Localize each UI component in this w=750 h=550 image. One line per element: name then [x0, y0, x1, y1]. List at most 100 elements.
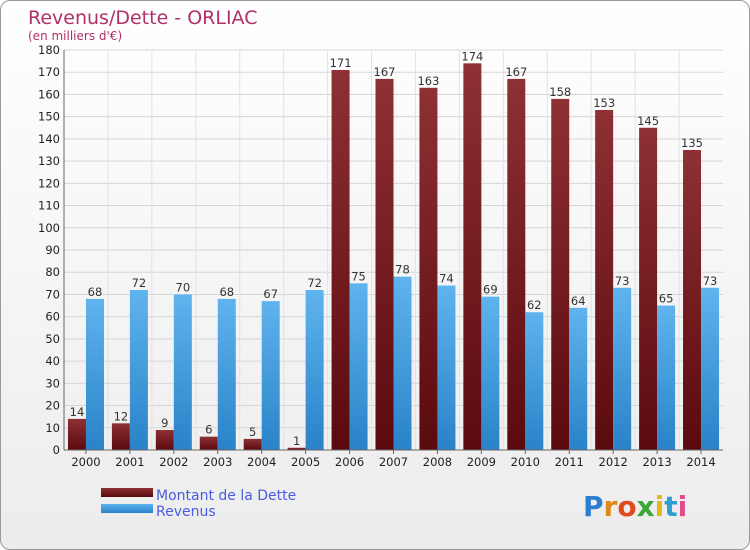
- data-label-debt: 135: [681, 136, 703, 150]
- y-tick-label: 120: [38, 176, 60, 190]
- legend-label-debt: Montant de la Dette: [156, 488, 296, 504]
- bar-revenus: [437, 285, 456, 450]
- y-tick-label: 150: [38, 110, 60, 124]
- bar-debt: [199, 436, 218, 450]
- data-label-debt: 158: [549, 85, 571, 99]
- data-label-debt: 167: [505, 65, 527, 79]
- data-label-debt: 163: [417, 74, 439, 88]
- bar-debt: [595, 110, 614, 450]
- logo-letter: i: [678, 490, 688, 523]
- y-tick-label: 170: [38, 65, 60, 79]
- data-label-revenus: 64: [571, 294, 586, 308]
- bar-revenus: [217, 298, 236, 450]
- bar-revenus: [657, 305, 676, 450]
- y-tick-label: 50: [45, 332, 60, 346]
- y-tick-label: 80: [45, 265, 60, 279]
- bar-revenus: [569, 307, 588, 450]
- logo-letter: r: [604, 490, 618, 523]
- data-label-revenus: 75: [351, 269, 366, 283]
- bar-revenus: [173, 294, 192, 450]
- data-label-revenus: 73: [703, 274, 718, 288]
- bars: [67, 63, 720, 451]
- x-axis-ticks: 2000 2001 2002 2003 2004 2005 2006 2007 2008 2009…: [71, 450, 716, 469]
- data-label-revenus: 62: [527, 298, 542, 312]
- data-label-revenus: 72: [132, 276, 147, 290]
- data-label-revenus: 74: [439, 272, 454, 286]
- data-label-debt: 171: [330, 56, 352, 70]
- bar-revenus: [129, 290, 148, 450]
- bar-debt: [463, 63, 482, 450]
- y-tick-label: 180: [38, 43, 60, 57]
- y-tick-label: 30: [45, 376, 60, 390]
- bar-revenus: [349, 283, 368, 450]
- data-label-debt: 145: [637, 114, 659, 128]
- logo-letter: P: [583, 490, 604, 523]
- data-label-debt: 12: [114, 409, 129, 423]
- y-tick-label: 60: [45, 310, 60, 324]
- bar-revenus: [481, 296, 500, 450]
- x-tick-label: 2006: [335, 455, 364, 469]
- data-label-debt: 174: [461, 49, 483, 63]
- data-label-debt: 167: [374, 65, 396, 79]
- legend-swatch-debt: [101, 488, 153, 497]
- x-tick-label: 2014: [686, 455, 715, 469]
- bar-revenus: [613, 287, 632, 450]
- logo-letter: t: [664, 490, 677, 523]
- x-tick-label: 2004: [247, 455, 276, 469]
- y-tick-label: 160: [38, 87, 60, 101]
- x-tick-label: 2001: [115, 455, 144, 469]
- bar-debt: [331, 70, 350, 450]
- data-label-debt: 1: [293, 434, 300, 448]
- y-tick-label: 0: [53, 443, 60, 457]
- proxiti-logo: Proxiti: [583, 490, 687, 523]
- bar-debt: [683, 150, 702, 450]
- data-label-revenus: 78: [395, 263, 410, 277]
- x-tick-label: 2010: [511, 455, 540, 469]
- bar-revenus: [525, 312, 544, 450]
- x-tick-label: 2002: [159, 455, 188, 469]
- data-label-revenus: 72: [307, 276, 322, 290]
- data-label-revenus: 68: [88, 285, 103, 299]
- x-tick-label: 2012: [599, 455, 628, 469]
- bar-debt: [155, 430, 174, 450]
- logo-letter: i: [655, 490, 665, 523]
- x-tick-label: 2013: [642, 455, 671, 469]
- bar-debt: [639, 127, 658, 451]
- bar-debt: [243, 438, 262, 450]
- y-tick-label: 20: [45, 399, 60, 413]
- y-tick-label: 70: [45, 287, 60, 301]
- chart-subtitle: (en milliers d'€): [28, 29, 122, 43]
- x-tick-label: 2005: [291, 455, 320, 469]
- logo-letter: x: [637, 490, 655, 523]
- y-axis-ticks: 0 10 20 30 40 50 60 70 80 90 100 110 120 130 140 150 160…: [38, 43, 60, 457]
- data-labels: 14 68 12 72 9 70 6 68 5 67 1 72 171 75 167 78 163 74 174 69…: [70, 49, 718, 447]
- bar-revenus: [701, 287, 720, 450]
- bar-debt: [419, 87, 438, 451]
- y-tick-label: 100: [38, 221, 60, 235]
- legend-label-revenus: Revenus: [156, 504, 216, 520]
- data-label-debt: 6: [205, 423, 212, 437]
- bar-debt: [67, 418, 86, 450]
- data-label-revenus: 73: [615, 274, 630, 288]
- x-tick-label: 2011: [555, 455, 584, 469]
- y-tick-label: 130: [38, 154, 60, 168]
- data-label-revenus: 68: [219, 285, 234, 299]
- chart-title: Revenus/Dette - ORLIAC: [28, 7, 257, 29]
- data-label-revenus: 65: [659, 292, 674, 306]
- data-label-revenus: 69: [483, 283, 498, 297]
- bar-debt: [111, 423, 130, 450]
- x-tick-label: 2007: [379, 455, 408, 469]
- x-tick-label: 2000: [71, 455, 100, 469]
- data-label-debt: 5: [249, 425, 256, 439]
- y-tick-label: 40: [45, 354, 60, 368]
- logo-letter: o: [617, 490, 636, 523]
- x-tick-label: 2008: [423, 455, 452, 469]
- data-label-revenus: 70: [176, 280, 191, 294]
- data-label-debt: 153: [593, 96, 615, 110]
- y-tick-label: 110: [38, 199, 60, 213]
- bar-revenus: [393, 276, 412, 450]
- y-tick-label: 10: [45, 421, 60, 435]
- legend-swatch-revenus: [101, 504, 153, 513]
